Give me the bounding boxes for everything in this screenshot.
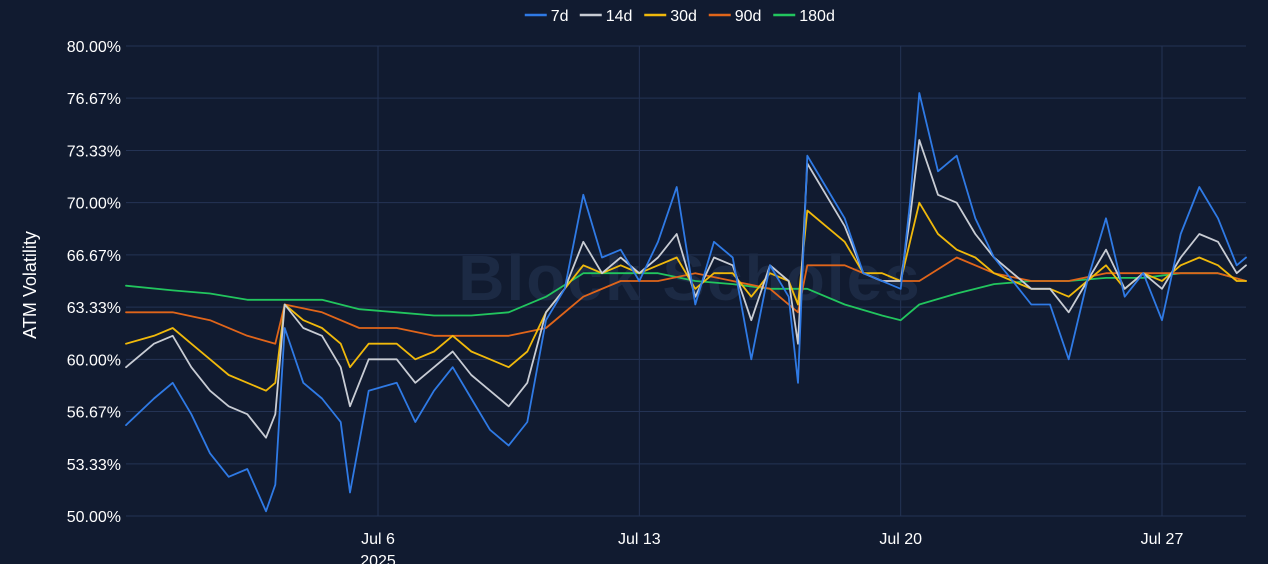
y-tick-label: 80.00% [67, 39, 121, 56]
x-tick-label: Jul 13 [618, 531, 661, 548]
y-axis-ticks: 50.00% 53.33% 56.67% 60.00% 63.33% 66.67% 70.0… [67, 39, 121, 526]
y-tick-label: 53.33% [67, 457, 121, 474]
series-lines [125, 92, 1247, 513]
x-tick-label: Jul 27 [1141, 531, 1184, 548]
x-tick-sublabel: 2025 [360, 553, 396, 564]
y-tick-label: 63.33% [67, 300, 121, 317]
y-tick-label: 50.00% [67, 509, 121, 526]
legend[interactable]: 7d 14d 30d 90d 180d [524, 8, 835, 25]
legend-label: 7d [551, 8, 569, 25]
series-line-90d [125, 256, 1247, 345]
y-tick-label: 76.67% [67, 91, 121, 108]
legend-label: 30d [670, 8, 697, 25]
y-tick-label: 60.00% [67, 352, 121, 369]
x-axis-ticks: Jul 6 2025 Jul 13 Jul 20 Jul 27 [360, 531, 1183, 564]
y-tick-label: 73.33% [67, 143, 121, 160]
series-line-30d [125, 201, 1247, 392]
legend-item-90d[interactable]: 90d [708, 8, 762, 25]
legend-item-14d[interactable]: 14d [579, 8, 633, 25]
x-tick-label: Jul 6 [361, 531, 395, 548]
legend-item-180d[interactable]: 180d [773, 8, 835, 25]
legend-label: 180d [799, 8, 835, 25]
y-tick-label: 66.67% [67, 248, 121, 265]
y-tick-label: 70.00% [67, 196, 121, 213]
x-tick-label: Jul 20 [879, 531, 922, 548]
legend-label: 90d [735, 8, 762, 25]
legend-label: 14d [606, 8, 633, 25]
series-line-14d [125, 139, 1247, 439]
series-line-7d [125, 92, 1247, 513]
y-axis-title: ATM Volatility [20, 231, 40, 339]
legend-item-7d[interactable]: 7d [524, 8, 569, 25]
legend-item-30d[interactable]: 30d [644, 8, 697, 25]
y-tick-label: 56.67% [67, 405, 121, 422]
